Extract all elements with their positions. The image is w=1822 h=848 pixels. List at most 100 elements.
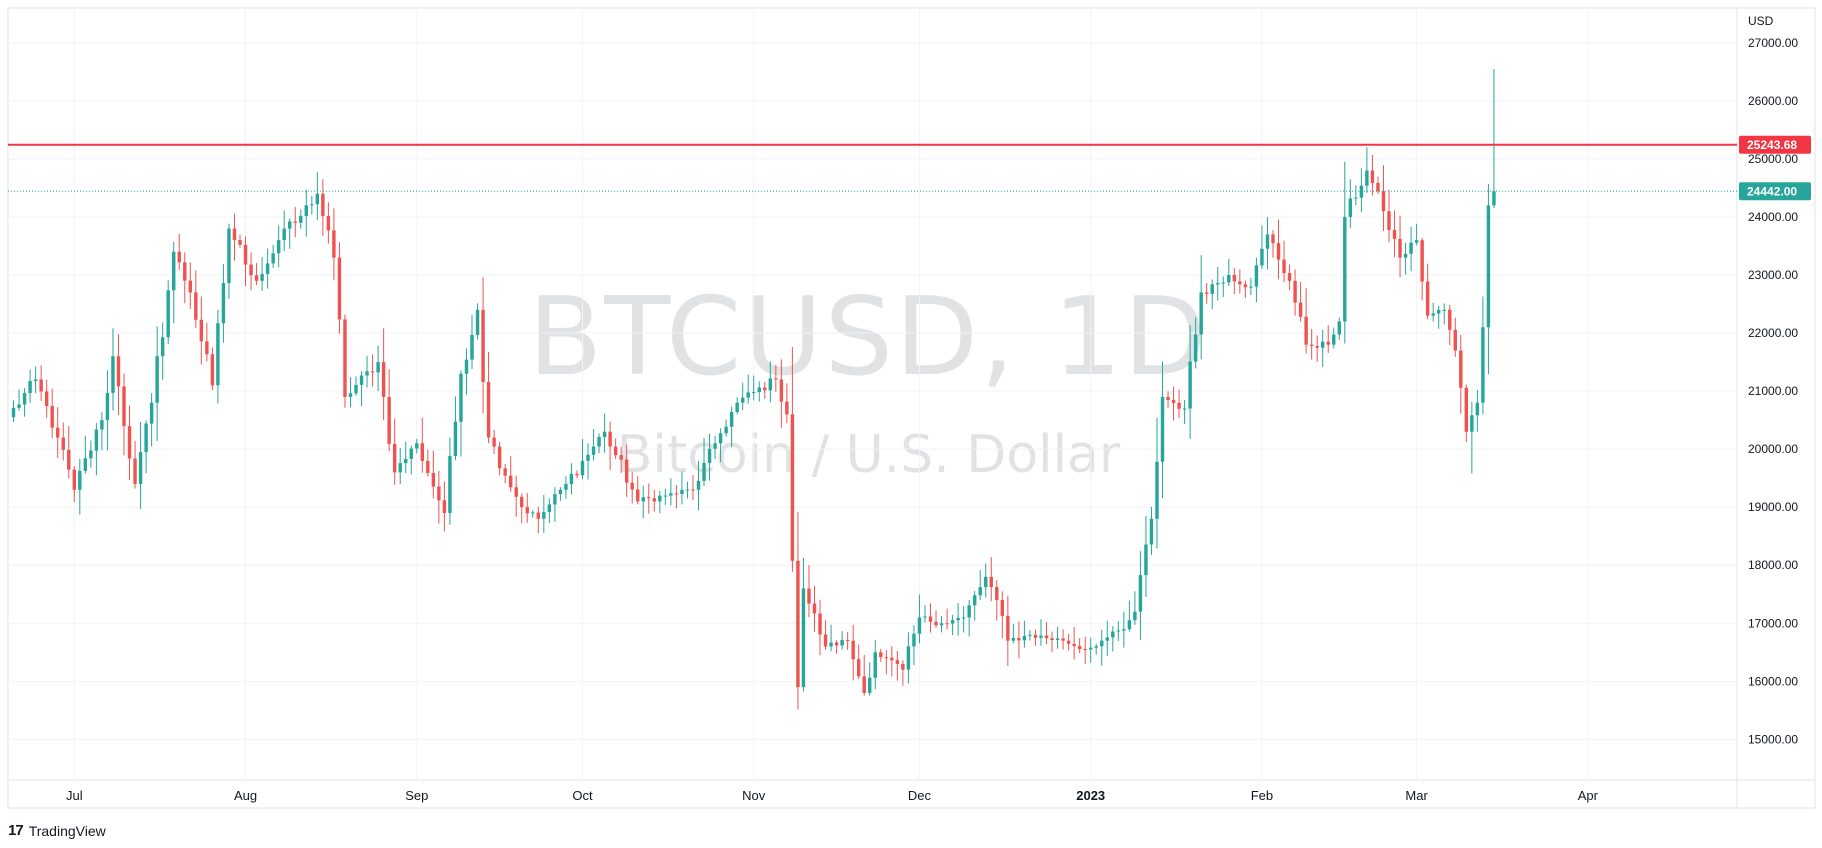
candle-body — [856, 659, 861, 677]
x-tick-label: Nov — [742, 788, 766, 803]
candle-body — [464, 359, 469, 374]
candle-body — [895, 660, 900, 664]
candle-body — [420, 443, 425, 462]
candle-body — [713, 443, 717, 449]
candle-body — [160, 337, 165, 357]
candle-body — [972, 595, 977, 606]
candle-body — [1155, 461, 1159, 519]
candle-body — [1304, 316, 1308, 345]
candle-body — [1381, 191, 1386, 212]
candle-body — [840, 640, 844, 646]
candle-body — [105, 392, 110, 421]
candle-body — [779, 379, 784, 402]
candle-body — [1442, 309, 1446, 311]
candle-body — [381, 362, 386, 398]
candle-body — [1309, 344, 1314, 347]
candle-body — [370, 371, 375, 373]
candle-body — [945, 623, 949, 625]
candle-body — [221, 282, 226, 324]
candle-body — [608, 431, 612, 447]
candle-body — [326, 216, 331, 231]
candle-body — [647, 497, 651, 499]
candle-body — [11, 407, 16, 418]
candle-body — [365, 371, 369, 376]
candle-body — [536, 512, 541, 519]
candle-body — [111, 356, 115, 393]
candle-body — [508, 475, 513, 488]
y-tick-label: 18000.00 — [1748, 558, 1798, 572]
candle-body — [194, 292, 198, 320]
x-tick-label: Dec — [908, 788, 932, 803]
candle-body — [155, 356, 159, 403]
watermark-symbol: BTCUSD, 1D — [528, 275, 1209, 400]
candle-body — [1470, 415, 1474, 432]
candle-body — [1050, 638, 1054, 641]
candle-body — [392, 443, 397, 473]
candle-body — [1265, 234, 1270, 249]
candle-body — [56, 427, 60, 438]
candle-body — [691, 489, 695, 491]
candle-body — [1376, 182, 1380, 192]
candle-body — [1320, 341, 1325, 348]
candle-body — [630, 482, 634, 490]
candle-body — [337, 257, 342, 320]
candle-body — [829, 642, 833, 647]
candle-body — [1177, 402, 1181, 409]
currency-label: USD — [1748, 14, 1774, 28]
candle-body — [1332, 334, 1336, 345]
tradingview-logo[interactable]: 17 TradingView — [8, 822, 106, 839]
candle-body — [978, 587, 982, 596]
candle-body — [939, 623, 944, 626]
candle-body — [1017, 637, 1021, 641]
candle-body — [1033, 634, 1038, 638]
candle-body — [1475, 402, 1480, 416]
candle-body — [172, 251, 176, 291]
candle-body — [188, 280, 193, 293]
candle-body — [28, 381, 32, 394]
x-tick-label: Sep — [405, 788, 428, 803]
candle-body — [851, 640, 855, 660]
candle-body — [1122, 629, 1126, 631]
candle-body — [652, 498, 657, 502]
candle-body — [680, 489, 684, 495]
candle-body — [166, 290, 170, 338]
candle-body — [1420, 240, 1424, 282]
candle-body — [1105, 637, 1109, 641]
candle-body — [663, 495, 668, 497]
candle-body — [1221, 282, 1225, 284]
candle-body — [542, 512, 546, 519]
candle-body — [1083, 648, 1087, 650]
candle-body — [1232, 275, 1237, 282]
x-tick-label: Feb — [1251, 788, 1273, 803]
resistance-price-tag: 25243.68 — [1747, 138, 1797, 152]
candle-body — [1188, 361, 1192, 409]
y-tick-label: 27000.00 — [1748, 36, 1798, 50]
candle-body — [868, 677, 872, 693]
candle-body — [83, 458, 88, 471]
candle-body — [1448, 309, 1452, 330]
candle-body — [359, 375, 364, 385]
candle-body — [514, 487, 518, 497]
candle-body — [834, 642, 839, 646]
candle-body — [934, 621, 938, 626]
candle-body — [1409, 242, 1413, 254]
candle-body — [1199, 292, 1203, 335]
candle-body — [1166, 396, 1170, 400]
x-tick-label: Mar — [1405, 788, 1428, 803]
candle-body — [752, 392, 756, 394]
candle-body — [912, 633, 916, 647]
candle-body — [1282, 259, 1286, 274]
candle-body — [260, 273, 264, 281]
candle-body — [1216, 283, 1220, 285]
candle-body — [845, 640, 850, 642]
candle-body — [1100, 640, 1104, 647]
candle-body — [210, 354, 215, 386]
candle-body — [729, 412, 734, 427]
candle-body — [475, 309, 480, 335]
candle-body — [1387, 211, 1391, 231]
candle-body — [238, 240, 242, 245]
candle-body — [553, 494, 557, 505]
candle-body — [1144, 544, 1148, 576]
